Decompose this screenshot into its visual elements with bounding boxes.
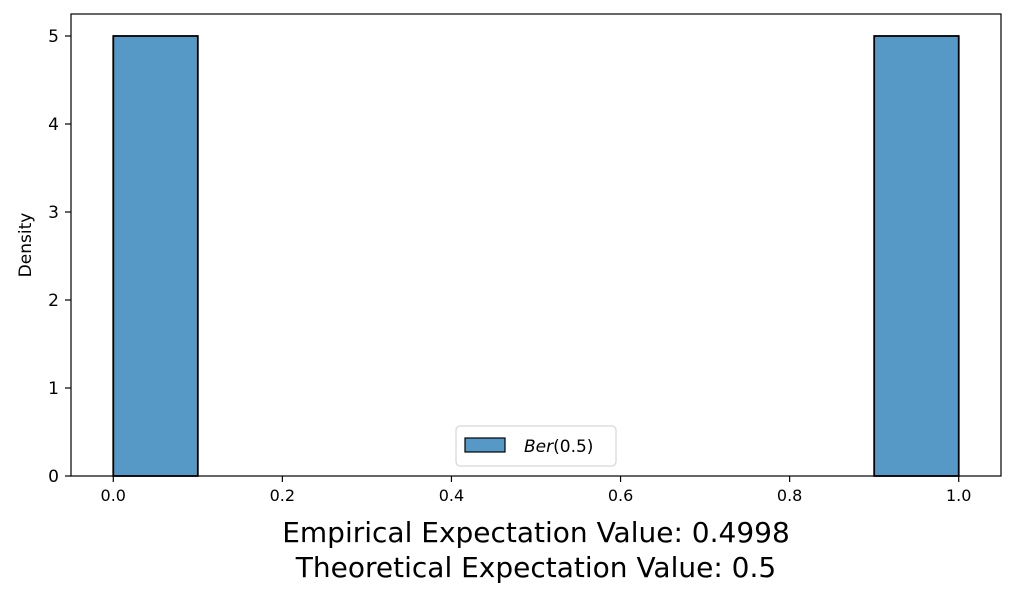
x-tick-label: 0.6: [608, 486, 633, 505]
legend: Ber(0.5): [455, 425, 617, 467]
x-tick-label: 1.0: [946, 486, 971, 505]
y-tick-label: 0: [48, 467, 59, 487]
histogram-bar: [112, 35, 199, 477]
histogram-bar: [873, 35, 960, 477]
y-tick-label: 1: [48, 379, 59, 399]
legend-swatch: [464, 437, 506, 453]
plot-area: [71, 14, 1001, 476]
plot-frame: [70, 13, 1002, 477]
x-axis-ticks: 0.0 0.2 0.4 0.6 0.8 1.0: [101, 476, 971, 505]
legend-label: Ber(0.5): [524, 437, 593, 457]
bars: [112, 35, 960, 477]
legend-box: [455, 425, 617, 467]
x-axis-label-line2: Theoretical Expectation Value: 0.5: [295, 551, 776, 584]
y-tick-label: 3: [48, 203, 59, 223]
x-tick-label: 0.2: [270, 486, 295, 505]
x-tick-label: 0.0: [101, 486, 126, 505]
y-axis-label: Density: [16, 213, 36, 278]
y-tick-label: 4: [48, 115, 59, 135]
legend-label-dist: Ber: [524, 437, 554, 457]
x-tick-label: 0.8: [777, 486, 802, 505]
x-tick-label: 0.4: [439, 486, 464, 505]
y-tick-label: 2: [48, 291, 59, 311]
x-axis-label-line1: Empirical Expectation Value: 0.4998: [282, 516, 790, 549]
y-axis-ticks: 0 1 2 3 4 5: [48, 27, 71, 487]
y-tick-label: 5: [48, 27, 59, 47]
legend-label-param: (0.5): [553, 437, 593, 457]
